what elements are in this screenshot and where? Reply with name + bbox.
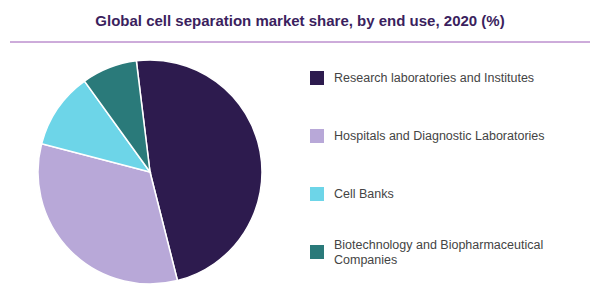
- chart-svg: Global cell separation market share, by …: [0, 0, 600, 300]
- legend-label: Biotechnology and BiopharmaceuticalCompa…: [334, 238, 543, 267]
- legend-label: Research laboratories and Institutes: [334, 71, 534, 85]
- pie-slice: [38, 144, 177, 284]
- pie: [38, 60, 262, 284]
- legend-swatch: [310, 245, 324, 259]
- legend-label: Hospitals and Diagnostic Laboratories: [334, 129, 545, 143]
- chart-root: Global cell separation market share, by …: [0, 0, 600, 300]
- legend: Research laboratories and Institutes Hosp…: [310, 71, 545, 267]
- legend-swatch: [310, 187, 324, 201]
- header-rule: [10, 42, 590, 43]
- legend-swatch: [310, 71, 324, 85]
- legend-label: Cell Banks: [334, 187, 394, 201]
- chart-title: Global cell separation market share, by …: [95, 12, 504, 29]
- pie-slice: [84, 61, 150, 172]
- legend-swatch: [310, 129, 324, 143]
